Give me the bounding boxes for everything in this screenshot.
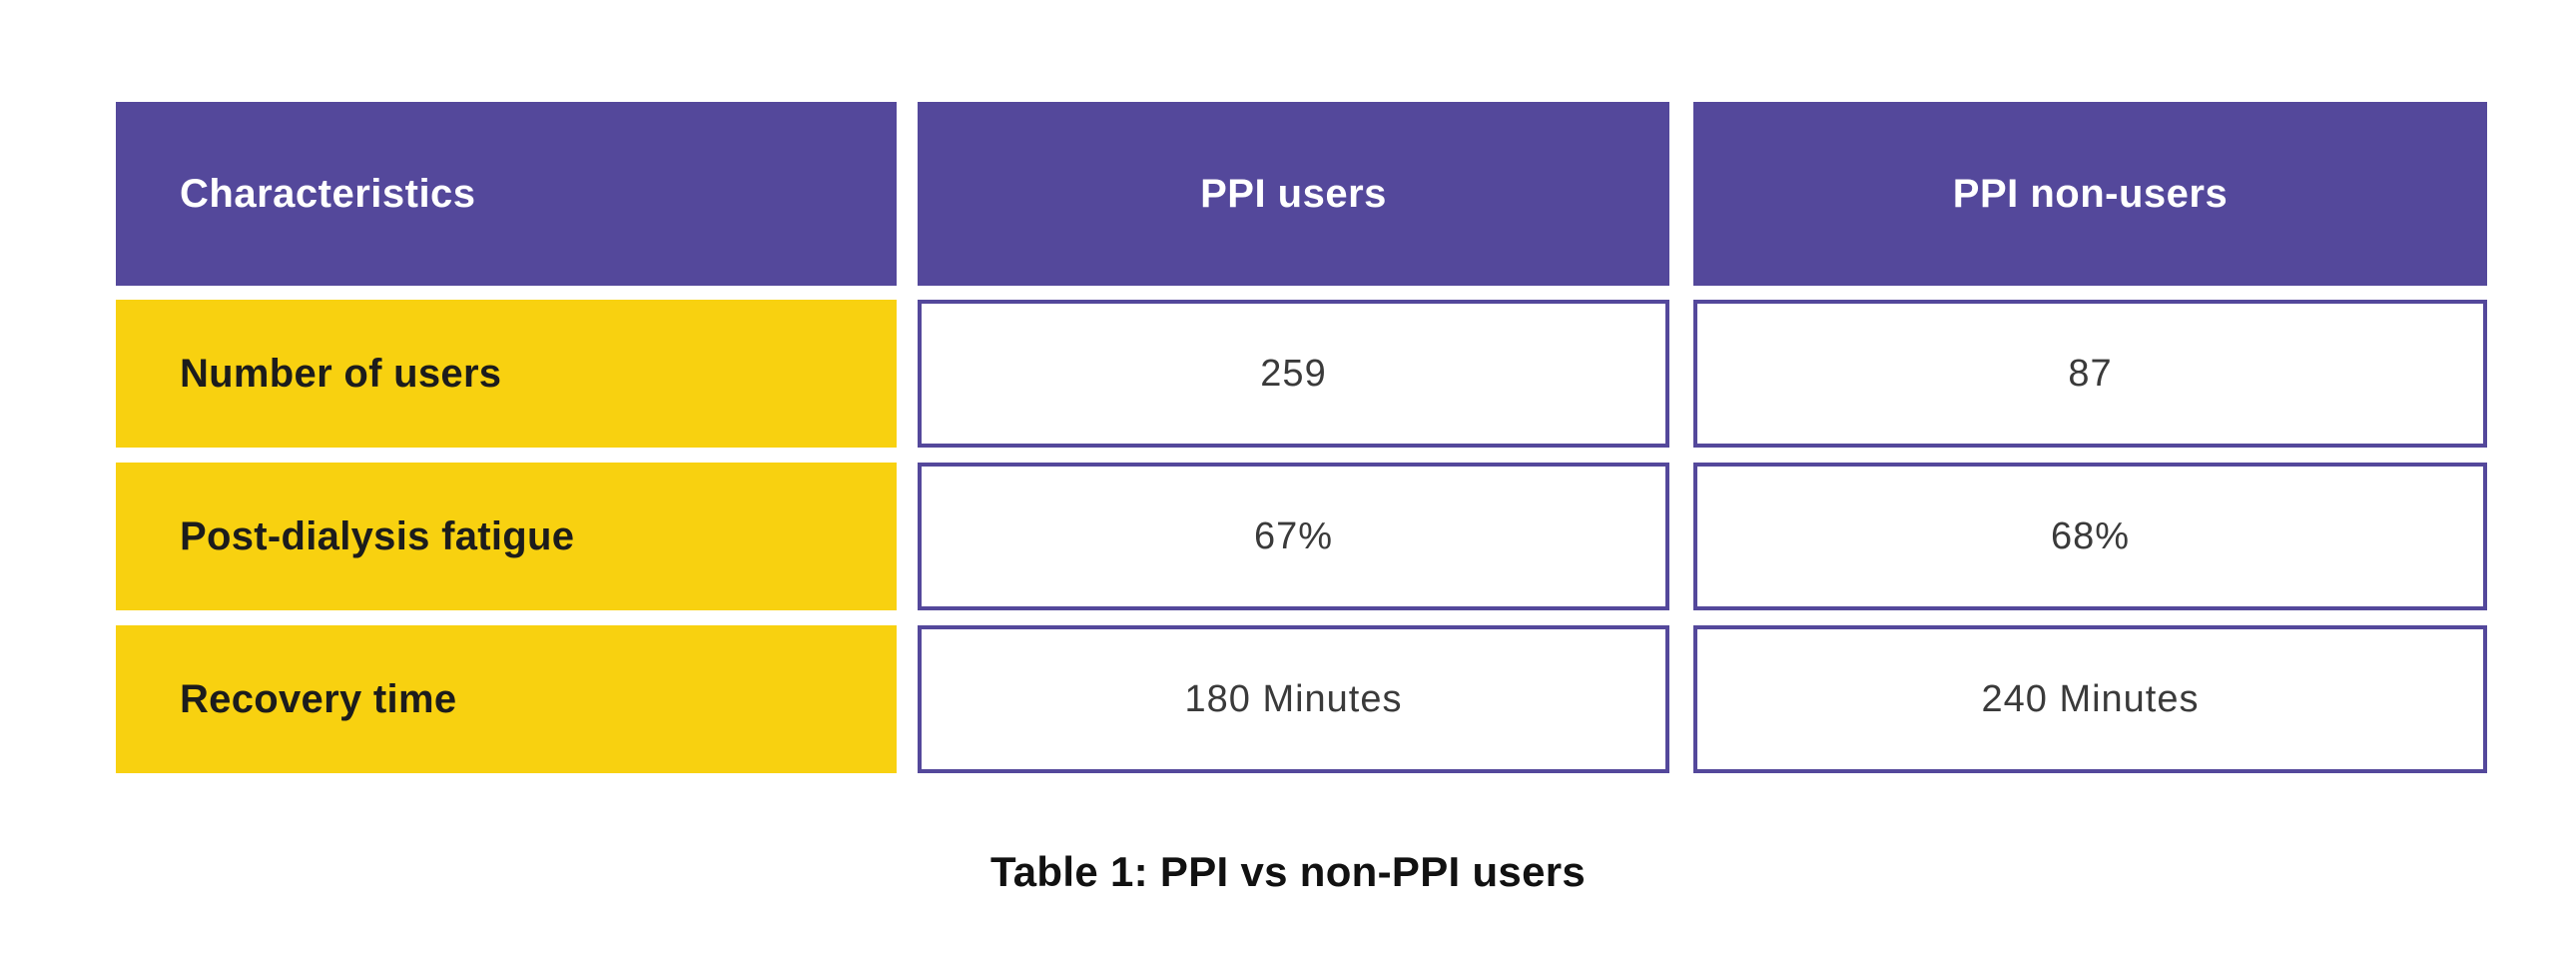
table-row-post-dialysis-fatigue: Post-dialysis fatigue 67% 68% [116,463,2487,610]
table-header-row: Characteristics PPI users PPI non-users [116,102,2487,286]
header-cell-ppi-users: PPI users [918,102,1669,286]
table-row-number-of-users: Number of users 259 87 [116,300,2487,448]
cell-ppi-nonusers-recovery: 240 Minutes [1693,625,2487,773]
row-label-recovery-time: Recovery time [116,625,897,773]
row-label-post-dialysis-fatigue: Post-dialysis fatigue [116,463,897,610]
ppi-comparison-table: Characteristics PPI users PPI non-users … [116,102,2487,773]
cell-ppi-nonusers-count: 87 [1693,300,2487,448]
cell-ppi-users-fatigue: 67% [918,463,1669,610]
cell-ppi-users-count: 259 [918,300,1669,448]
cell-ppi-users-recovery: 180 Minutes [918,625,1669,773]
cell-ppi-nonusers-fatigue: 68% [1693,463,2487,610]
header-cell-ppi-non-users: PPI non-users [1693,102,2487,286]
row-label-number-of-users: Number of users [116,300,897,448]
table-caption: Table 1: PPI vs non-PPI users [989,848,1587,895]
table-row-recovery-time: Recovery time 180 Minutes 240 Minutes [116,625,2487,773]
header-cell-characteristics: Characteristics [116,102,897,286]
